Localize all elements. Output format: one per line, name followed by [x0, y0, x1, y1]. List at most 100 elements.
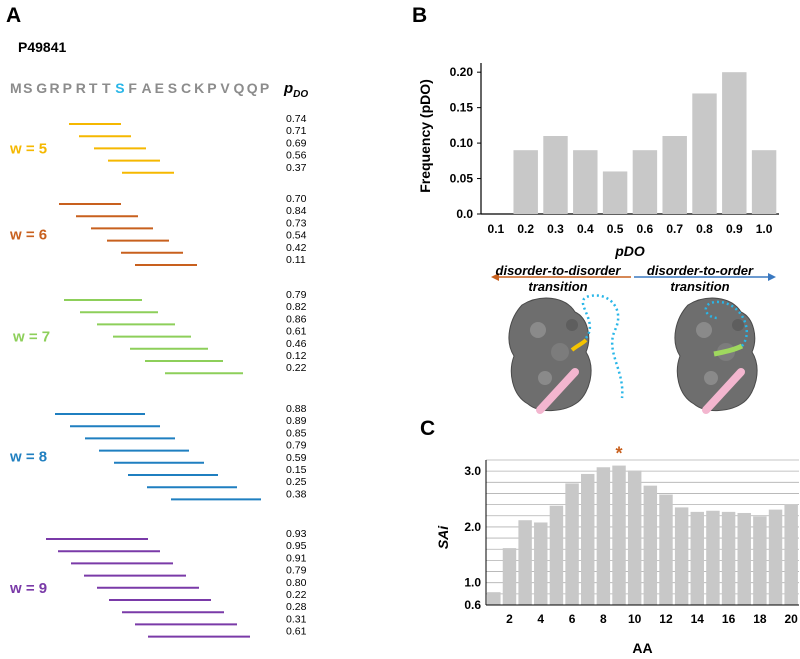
pdo-value: 0.91	[286, 552, 307, 564]
sequence-residue: V	[220, 80, 230, 96]
sequence-residue: R	[76, 80, 87, 96]
sequence-residue: K	[194, 80, 205, 96]
x-tick-label: 18	[753, 612, 767, 626]
sequence-residue: A	[142, 80, 153, 96]
pdo-value: 0.80	[286, 577, 307, 589]
frequency-bar	[632, 150, 658, 214]
pdo-value: 0.56	[286, 150, 307, 162]
sai-bar	[502, 548, 517, 605]
sequence-residue: S	[115, 80, 125, 96]
x-tick-label: 0.4	[577, 222, 594, 236]
x-tick-label: 6	[569, 612, 576, 626]
pdo-value: 0.79	[286, 289, 307, 301]
x-axis-label: AA	[632, 640, 652, 656]
y-axis-label: Frequency (pDO)	[417, 79, 433, 193]
y-tick-label: 0.15	[450, 101, 474, 115]
pdo-value: 0.89	[286, 415, 307, 427]
x-tick-label: 16	[722, 612, 736, 626]
sequence-residue: M	[10, 80, 22, 96]
x-tick-label: 4	[537, 612, 544, 626]
y-tick-label: 0.05	[450, 172, 474, 186]
pdo-value: 0.22	[286, 589, 307, 601]
panel-a-label: A	[6, 4, 21, 27]
right-annotation-line2: transition	[670, 279, 729, 294]
x-tick-label: 0.3	[547, 222, 564, 236]
sai-bar	[753, 516, 767, 605]
pdo-value: 0.61	[286, 326, 307, 338]
sai-bar	[518, 520, 532, 605]
y-tick-label: 0.0	[456, 207, 473, 221]
sequence-residue: T	[102, 80, 111, 96]
x-tick-label: 12	[659, 612, 673, 626]
x-tick-label: 0.2	[517, 222, 534, 236]
sai-bar	[784, 504, 798, 605]
right-arrow-head	[768, 273, 776, 281]
x-tick-label: 10	[628, 612, 642, 626]
frequency-bar	[751, 150, 777, 214]
panel-b-label: B	[412, 4, 427, 27]
sequence-residue: G	[36, 80, 47, 96]
panel-c-label: C	[420, 417, 435, 440]
x-tick-label: 0.9	[726, 222, 743, 236]
y-tick-label: 0.6	[464, 598, 481, 612]
structure-left-image	[508, 294, 624, 414]
pdo-value: 0.84	[286, 205, 307, 217]
pdo-value: 0.46	[286, 338, 307, 350]
pdo-value: 0.73	[286, 217, 307, 229]
sequence-residue: C	[181, 80, 192, 96]
sequence-residue: E	[155, 80, 165, 96]
sequence-residue: F	[128, 80, 137, 96]
pdo-value: 0.11	[286, 254, 306, 266]
x-tick-label: 8	[600, 612, 607, 626]
pdo-value: 0.86	[286, 313, 307, 325]
sai-bar	[659, 494, 673, 605]
left-arrow-head	[491, 273, 499, 281]
pdo-value: 0.15	[286, 464, 307, 476]
sequence-residue: P	[260, 80, 270, 96]
window-size-label: w = 5	[9, 140, 47, 157]
right-annotation-line1: disorder-to-order	[647, 263, 754, 278]
frequency-bar	[573, 150, 598, 214]
y-tick-label: 1.0	[464, 576, 481, 590]
sequence-residue: T	[89, 80, 98, 96]
y-tick-label: 3.0	[464, 464, 481, 478]
frequency-bar	[513, 150, 538, 214]
sai-bar	[690, 511, 705, 605]
pdo-value: 0.70	[286, 193, 307, 205]
protein-id: P49841	[18, 39, 66, 55]
x-tick-label: 0.6	[637, 222, 654, 236]
window-size-label: w = 8	[9, 449, 47, 466]
frequency-bar	[662, 136, 687, 214]
frequency-bar	[692, 93, 717, 214]
left-annotation-line1: disorder-to-disorder	[496, 263, 622, 278]
pdo-value: 0.28	[286, 601, 307, 613]
frequency-bar	[543, 136, 568, 214]
sequence-residue: P	[207, 80, 217, 96]
window-groups: w = 50.740.710.690.560.37w = 60.700.840.…	[9, 113, 307, 638]
x-tick-label: 0.1	[488, 222, 505, 236]
x-tick-label: 1.0	[756, 222, 773, 236]
pdo-value: 0.59	[286, 452, 307, 464]
pdo-value: 0.71	[286, 125, 307, 137]
pdo-value: 0.42	[286, 242, 307, 254]
pdo-value: 0.38	[286, 488, 307, 500]
pdo-value: 0.93	[286, 528, 307, 540]
left-annotation-line2: transition	[528, 279, 587, 294]
significance-star: *	[616, 444, 623, 464]
pdo-value: 0.69	[286, 137, 307, 149]
pdo-value: 0.85	[286, 427, 307, 439]
sai-bar	[768, 509, 783, 605]
sai-bar	[565, 483, 579, 605]
protein-structures	[508, 294, 758, 414]
pdo-value: 0.79	[286, 440, 307, 452]
sai-bar	[487, 592, 501, 605]
pdo-value: 0.22	[286, 362, 307, 374]
pdo-value: 0.61	[286, 626, 307, 638]
pdo-header: pDO	[283, 80, 308, 100]
pdo-value: 0.88	[286, 403, 307, 415]
frequency-bar	[722, 72, 747, 214]
sai-bar	[534, 522, 548, 605]
sai-bar	[643, 485, 658, 605]
